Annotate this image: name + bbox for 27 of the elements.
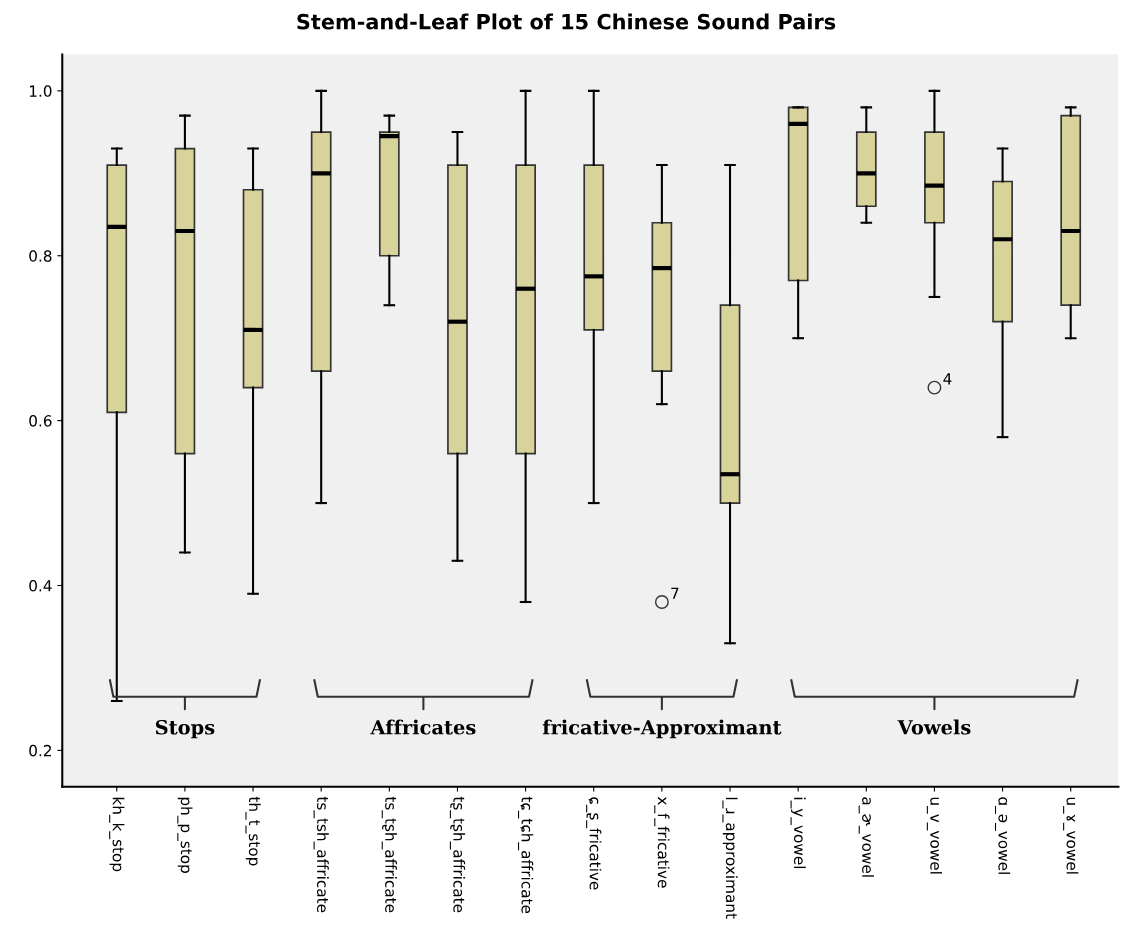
x-tick-label: x_f_fricative (654, 796, 670, 888)
x-tick-label: tɕ_tɕh_affricate (518, 796, 534, 914)
y-tick-label: 0.4 (29, 579, 52, 592)
annotation: Affricates (370, 719, 476, 735)
x-tick-label: kh_k_stop (109, 797, 125, 872)
x-tick-label: ɑ_ə_vowel (994, 797, 1011, 874)
x-tick-label: a_ɚ_vowel (858, 797, 874, 877)
x-tick-label: ph_p_stop (177, 797, 193, 873)
x-tick-label: l_ɹ_approximant (722, 797, 738, 919)
x-tick-label: ts_tsh_affricate (313, 796, 329, 913)
y-tick-label: 1.0 (29, 85, 52, 97)
x-tick-label: tʂ_tʂh_affricate (449, 796, 466, 913)
x-tick-label: ts_tʂh_affricate (381, 796, 397, 913)
y-tick-label: 0.2 (29, 744, 52, 757)
y-tick-label: 0.6 (29, 415, 52, 427)
chart-title: Stem-and-Leaf Plot of 15 Chinese Sound Pairs (297, 13, 836, 30)
annotation: 7 (671, 587, 679, 599)
annotation: fricative-Approximant (542, 719, 782, 739)
x-tick-label: th_t_stop (245, 796, 261, 866)
x-tick-label: u_v_vowel (926, 797, 943, 874)
annotation: Vowels (897, 719, 971, 735)
annotation: Stops (155, 719, 215, 739)
y-tick-label: 0.8 (29, 250, 52, 262)
annotation: 4 (943, 373, 952, 385)
x-tick-label: i_y_vowel (790, 797, 806, 869)
x-tick-label: u_ɤ_vowel (1063, 797, 1079, 874)
x-tick-label: ɕ_ʂ_fricative (586, 797, 602, 890)
